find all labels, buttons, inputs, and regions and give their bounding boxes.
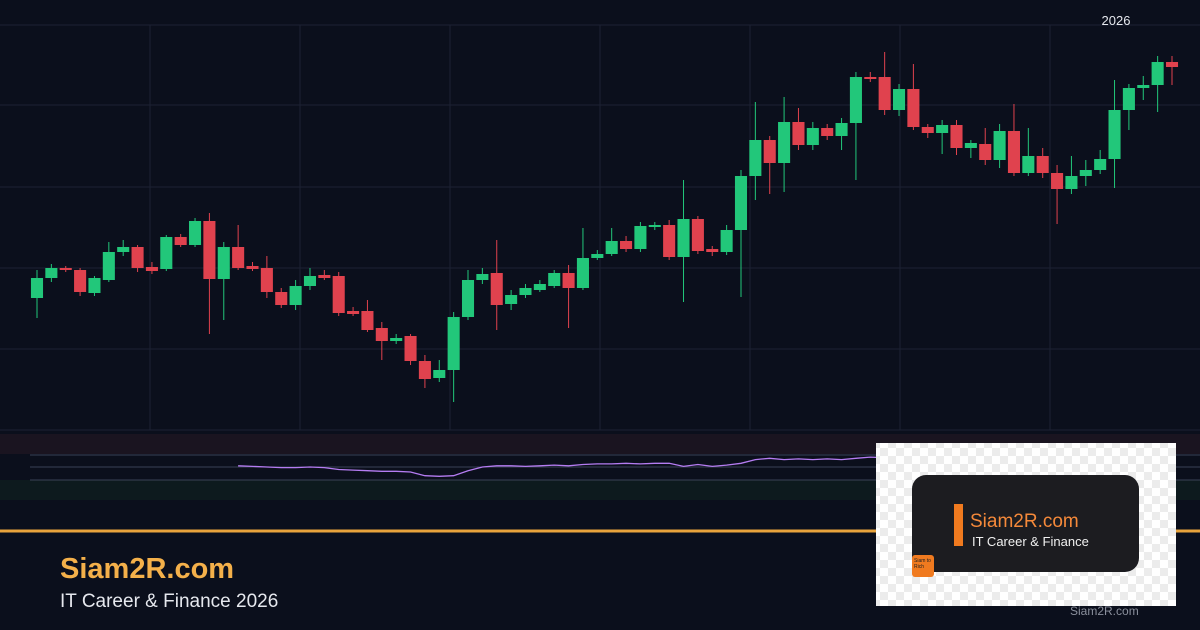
- badge: Siam2R.com IT Career & Finance Siam to R…: [876, 443, 1176, 606]
- candle-body: [691, 219, 704, 251]
- candle-body: [706, 249, 719, 252]
- candle-body: [1065, 176, 1078, 189]
- candle-body: [275, 292, 288, 305]
- candle-body: [778, 122, 791, 163]
- candle-body: [1151, 62, 1164, 85]
- candle-body: [749, 140, 762, 176]
- candle-body: [476, 274, 489, 280]
- candle-body: [1079, 170, 1092, 176]
- candle-body: [318, 275, 331, 278]
- candle-body: [620, 241, 633, 249]
- candle-body: [993, 131, 1006, 160]
- candle-body: [806, 128, 819, 145]
- footer-site: Siam2R.com: [1070, 604, 1139, 618]
- logo-text-box: Siam to Rich: [914, 558, 931, 570]
- candle-body: [576, 258, 589, 288]
- candle-body: [347, 311, 360, 314]
- candles: [30, 52, 1179, 402]
- candle-body: [835, 123, 848, 136]
- candle-body: [1094, 159, 1107, 170]
- candle-body: [217, 247, 230, 279]
- rsi-line: [238, 456, 900, 477]
- candle-body: [1122, 88, 1135, 110]
- candle-body: [1036, 156, 1049, 173]
- candle-body: [533, 284, 546, 290]
- candle-body: [45, 268, 58, 278]
- candle-body: [864, 77, 877, 79]
- candle-body: [1007, 131, 1020, 173]
- candle-body: [734, 176, 748, 230]
- candle-body: [260, 268, 273, 292]
- candle-body: [562, 273, 575, 288]
- candle-body: [102, 252, 115, 280]
- candle-body: [878, 77, 891, 110]
- candle-body: [605, 241, 618, 254]
- candle-body: [505, 295, 518, 304]
- candle-body: [950, 125, 963, 148]
- candle-body: [390, 338, 403, 341]
- candle-body: [663, 225, 676, 257]
- candle-body: [447, 317, 460, 370]
- candle-body: [490, 273, 503, 305]
- candle-body: [189, 221, 202, 245]
- candle-body: [849, 77, 862, 123]
- candle-body: [74, 270, 87, 292]
- candle-body: [174, 237, 187, 245]
- candle-body: [763, 140, 776, 163]
- candle-body: [1108, 110, 1121, 159]
- candle-body: [548, 273, 561, 286]
- candle-body: [964, 143, 977, 148]
- badge-tagline: IT Career & Finance: [972, 534, 1089, 549]
- badge-card: [912, 475, 1139, 572]
- candle-body: [59, 268, 72, 270]
- candle-body: [519, 288, 532, 295]
- candle-body: [979, 144, 992, 160]
- candle-body: [117, 247, 130, 252]
- candle-body: [1051, 173, 1064, 189]
- candle-body: [792, 122, 805, 145]
- candle-body: [303, 276, 317, 286]
- candle-body: [677, 219, 690, 257]
- badge-site: Siam2R.com: [970, 511, 1079, 532]
- candle-body: [418, 361, 431, 379]
- candle-body: [936, 125, 949, 133]
- candle-body: [232, 247, 245, 268]
- candle-body: [1165, 62, 1179, 67]
- badge-bar: [954, 504, 963, 546]
- candle-body: [921, 127, 934, 133]
- grid: [0, 24, 1200, 431]
- candle-body: [461, 280, 475, 317]
- logo: [912, 555, 934, 577]
- candle-body: [591, 254, 604, 258]
- candle-body: [1022, 156, 1035, 173]
- candle-body: [361, 311, 374, 330]
- candle-body: [332, 276, 345, 313]
- candle-body: [433, 370, 446, 378]
- candle-body: [289, 286, 302, 305]
- logo-text: Siam to Rich: [914, 558, 931, 570]
- candle-body: [131, 247, 144, 268]
- candle-body: [30, 278, 44, 298]
- candle-body: [246, 266, 259, 269]
- candle-body: [720, 230, 733, 252]
- candle-body: [634, 226, 647, 249]
- candle-body: [907, 89, 920, 127]
- candle-body: [404, 336, 417, 361]
- candle-body: [145, 267, 158, 271]
- candle-body: [375, 328, 388, 341]
- period-label: 2026: [1102, 13, 1131, 28]
- candle-body: [892, 89, 906, 110]
- candle-body: [88, 278, 101, 293]
- site-title: Siam2R.com: [60, 553, 234, 585]
- candle-body: [821, 128, 834, 136]
- candle-body: [203, 221, 216, 279]
- candle-body: [160, 237, 173, 269]
- tagline: IT Career & Finance 2026: [60, 591, 278, 612]
- rsi-panel: [238, 456, 900, 477]
- candle-body: [648, 225, 661, 227]
- candle-body: [1137, 85, 1150, 88]
